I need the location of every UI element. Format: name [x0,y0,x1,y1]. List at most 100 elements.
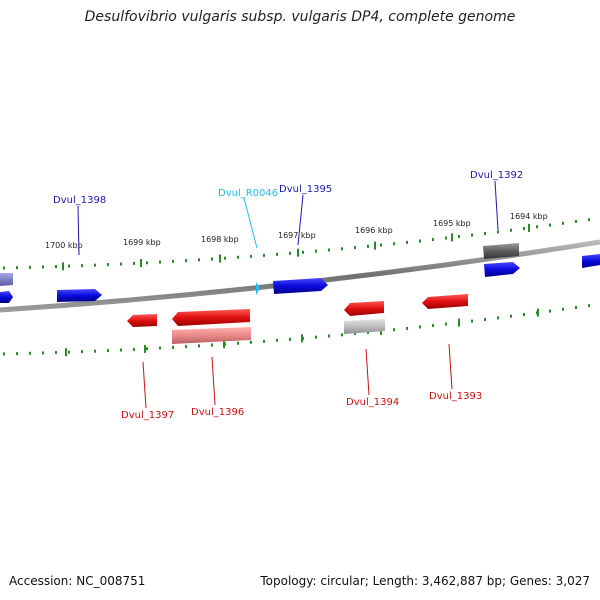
inner-scale-dots [3,304,590,357]
scale-dot [575,305,577,309]
scale-dot [133,347,135,351]
scale-major-tick [528,223,530,232]
scale-dot [575,219,577,223]
gene-label-dvul-1392[interactable]: Dvul_1392 [470,170,523,181]
scale-dot [510,314,512,318]
scale-major-tick [297,248,299,257]
scale-major-tick [301,334,303,343]
accession-text: Accession: NC_008751 [9,574,146,588]
scale-dot [341,247,343,251]
scale-dot [250,340,252,344]
scale-dot [445,236,447,240]
scale-dot [341,333,343,337]
scale-dot [146,347,148,351]
reverse-gene-dvul-1393[interactable] [422,294,468,309]
scale-dot [458,235,460,239]
rna-gene-dvul-r0046[interactable] [256,282,260,295]
scale-dot [29,265,31,269]
scale-dot [445,322,447,326]
scale-dot [211,257,213,261]
scale-dot [94,263,96,267]
scale-major-tick [65,348,67,357]
scale-dot [42,351,44,355]
scale-dot [276,252,278,256]
gene-label-dvul-1394[interactable]: Dvul_1394 [346,397,399,408]
scale-label-1700: 1700 kbp [45,241,83,250]
pseudo-gene-dvul-1392[interactable] [483,243,519,259]
genome-stats-text: Topology: circular; Length: 3,462,887 bp… [260,574,590,588]
scale-dot [172,345,174,349]
scale-dot [172,259,174,263]
label-leaders [77,180,499,409]
scale-dot [68,350,70,354]
gene-label-dvul-r0046[interactable]: Dvul_R0046 [218,188,278,199]
reverse-gene-dvul-1397[interactable] [127,314,157,327]
gene-label-dvul-1393[interactable]: Dvul_1393 [429,391,482,402]
forward-gene-edge-left-top[interactable] [0,273,13,286]
scale-dot [263,253,265,257]
outer-scale-dots [3,218,590,271]
gene-label-dvul-1398[interactable]: Dvul_1398 [53,195,106,206]
reverse-gene-dvul-1396[interactable] [172,309,250,326]
scale-major-tick [223,340,225,349]
scale-dot [367,330,369,334]
scale-dot [328,248,330,252]
scale-dot [523,227,525,231]
scale-dot [419,239,421,243]
scale-dot [406,240,408,244]
scale-major-tick [144,344,146,353]
scale-dot [159,346,161,350]
forward-gene-dvul-1392[interactable] [484,262,520,277]
scale-major-tick [62,262,64,271]
scale-major-tick [140,259,142,268]
scale-dot [120,262,122,266]
scale-dot [328,334,330,338]
scale-dot [432,324,434,328]
scale-major-tick [537,308,539,317]
scale-dot [276,338,278,342]
gene-label-dvul-1397[interactable]: Dvul_1397 [121,410,174,421]
scale-dot [484,231,486,235]
scale-dot [588,218,590,222]
scale-label-1695: 1695 kbp [433,219,471,228]
forward-gene-edge-right[interactable] [582,254,600,268]
gene-label-dvul-1395[interactable]: Dvul_1395 [279,184,332,195]
scale-dot [523,313,525,317]
gene-label-dvul-1396[interactable]: Dvul_1396 [191,407,244,418]
reverse-genes [127,294,468,344]
scale-dot [432,238,434,242]
forward-gene-edge-left[interactable] [0,291,13,303]
scale-dot [107,349,109,353]
scale-dot [315,249,317,253]
pseudo-gene-dvul-1396[interactable] [172,327,251,344]
scale-dot [250,254,252,258]
reverse-gene-dvul-1394[interactable] [344,301,384,316]
scale-dot [393,242,395,246]
scale-dot [3,352,5,356]
scale-dot [289,251,291,255]
scale-dot [198,344,200,348]
scale-dot [393,328,395,332]
scale-dot [549,223,551,227]
scale-dot [107,263,109,267]
scale-dot [315,335,317,339]
scale-dot [562,221,564,225]
forward-gene-dvul-1395[interactable] [273,278,328,294]
scale-dot [16,352,18,356]
scale-dot [510,228,512,232]
scale-label-1694: 1694 kbp [510,212,548,221]
scale-label-1696: 1696 kbp [355,226,393,235]
scale-dot [55,351,57,355]
scale-dot [237,341,239,345]
pseudo-gene-dvul-1394[interactable] [344,319,385,334]
scale-dot [81,350,83,354]
scale-dot [562,307,564,311]
genome-title: Desulfovibrio vulgaris subsp. vulgaris D… [84,9,516,25]
scale-dot [497,316,499,320]
scale-dot [133,261,135,265]
scale-dot [419,325,421,329]
scale-major-tick [374,241,376,250]
scale-dot [159,260,161,264]
forward-gene-dvul-1398[interactable] [57,289,102,302]
